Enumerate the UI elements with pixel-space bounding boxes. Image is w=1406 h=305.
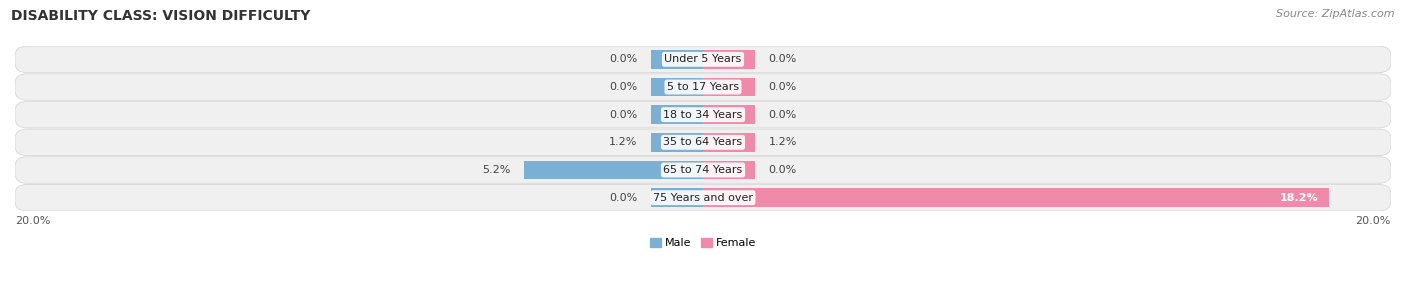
Bar	[703, 133, 755, 152]
Text: 0.0%: 0.0%	[768, 54, 797, 64]
Text: 20.0%: 20.0%	[15, 217, 51, 227]
Bar	[651, 133, 703, 152]
Text: DISABILITY CLASS: VISION DIFFICULTY: DISABILITY CLASS: VISION DIFFICULTY	[11, 9, 311, 23]
Text: 0.0%: 0.0%	[768, 82, 797, 92]
Text: 75 Years and over: 75 Years and over	[652, 193, 754, 203]
Text: 5.2%: 5.2%	[482, 165, 510, 175]
Text: Under 5 Years: Under 5 Years	[665, 54, 741, 64]
Text: 0.0%: 0.0%	[768, 165, 797, 175]
Text: 0.0%: 0.0%	[609, 82, 638, 92]
Text: 0.0%: 0.0%	[609, 193, 638, 203]
Text: 18.2%: 18.2%	[1279, 193, 1319, 203]
Bar	[703, 77, 755, 96]
Legend: Male, Female: Male, Female	[645, 233, 761, 253]
Bar	[651, 188, 703, 207]
FancyBboxPatch shape	[15, 157, 1391, 183]
FancyBboxPatch shape	[15, 74, 1391, 100]
Text: 1.2%: 1.2%	[609, 137, 638, 147]
Text: 5 to 17 Years: 5 to 17 Years	[666, 82, 740, 92]
Bar	[703, 105, 755, 124]
Text: 1.2%: 1.2%	[768, 137, 797, 147]
Text: 65 to 74 Years: 65 to 74 Years	[664, 165, 742, 175]
Text: 20.0%: 20.0%	[1355, 217, 1391, 227]
FancyBboxPatch shape	[15, 129, 1391, 156]
Text: 0.0%: 0.0%	[768, 110, 797, 120]
Bar	[524, 161, 703, 179]
Bar	[651, 105, 703, 124]
Bar	[703, 188, 1329, 207]
Text: 18 to 34 Years: 18 to 34 Years	[664, 110, 742, 120]
FancyBboxPatch shape	[15, 46, 1391, 73]
Text: 35 to 64 Years: 35 to 64 Years	[664, 137, 742, 147]
Text: 0.0%: 0.0%	[609, 110, 638, 120]
Bar	[703, 161, 755, 179]
FancyBboxPatch shape	[15, 101, 1391, 128]
Bar	[651, 77, 703, 96]
Bar	[703, 50, 755, 69]
Text: 0.0%: 0.0%	[609, 54, 638, 64]
Bar	[651, 50, 703, 69]
Text: Source: ZipAtlas.com: Source: ZipAtlas.com	[1277, 9, 1395, 19]
FancyBboxPatch shape	[15, 185, 1391, 211]
